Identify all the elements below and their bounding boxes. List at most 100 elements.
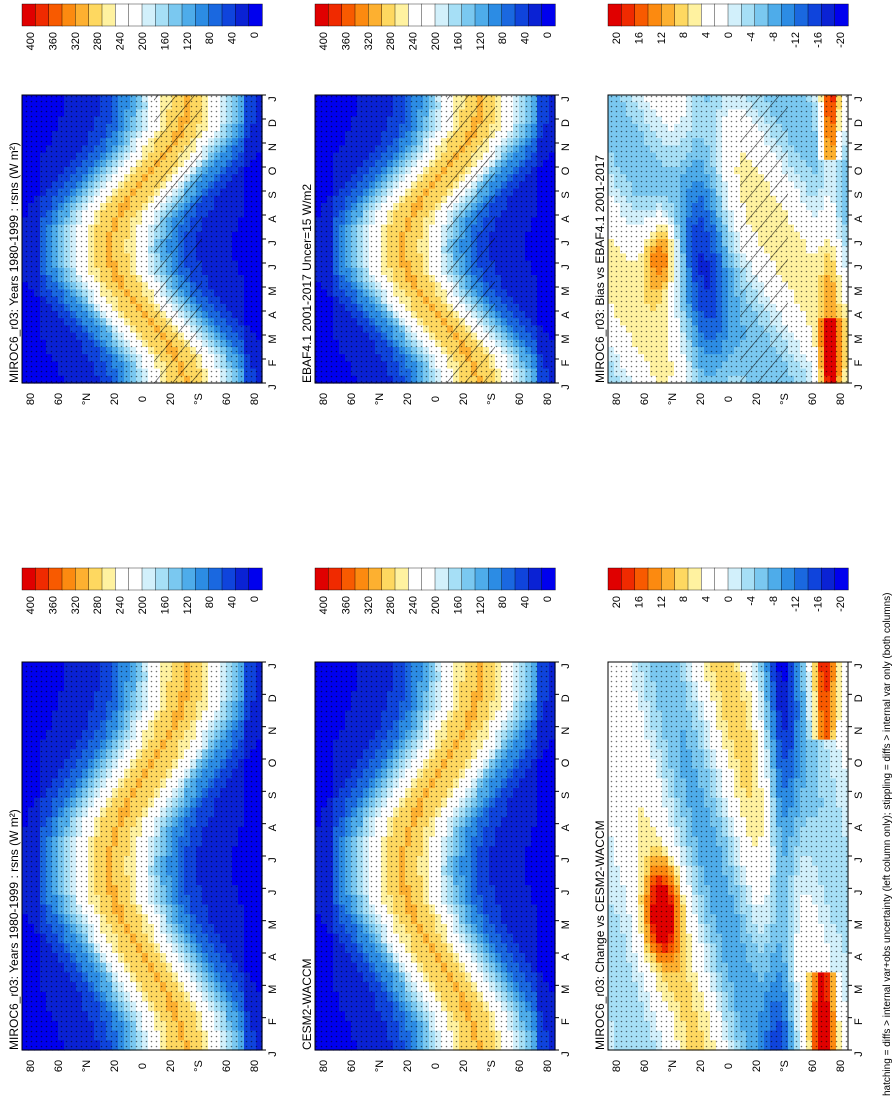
time-tick-label: J <box>267 1051 279 1057</box>
time-tick-label: S <box>560 191 572 198</box>
time-tick-label: J <box>267 890 279 896</box>
time-tick-label: D <box>267 119 279 127</box>
lat-tick-label: 80 <box>25 1060 37 1072</box>
time-tick-label: O <box>560 166 572 175</box>
stipple-overlay <box>315 95 555 383</box>
time-tick-label: F <box>267 359 279 366</box>
time-tick-label: N <box>267 727 279 735</box>
time-tick-label: J <box>560 96 572 102</box>
colorbar-swatch <box>75 3 90 27</box>
colorbar-swatch <box>421 3 436 27</box>
lat-tick-label: 80 <box>249 393 261 405</box>
colorbar-swatch <box>208 567 223 591</box>
time-tick-label: D <box>267 694 279 702</box>
time-tick-label: M <box>267 920 279 929</box>
colorbar-label: 240 <box>115 32 127 50</box>
colorbar-swatch <box>48 3 63 27</box>
time-tick-label: A <box>267 311 279 319</box>
panel-p2: MIROC6_r03: Years 1980-1999 : rsns (W m²… <box>7 567 279 1072</box>
colorbar-swatch <box>195 567 210 591</box>
colorbar-swatch <box>208 3 223 27</box>
panel-title: MIROC6_r03: Years 1980-1999 : rsns (W m²… <box>7 809 21 1050</box>
lat-tick-label: 80 <box>542 393 554 405</box>
lat-tick-label: 60 <box>514 393 526 405</box>
lat-tick-label: 0 <box>430 396 442 402</box>
time-tick-label: N <box>560 143 572 151</box>
time-tick-label: M <box>560 334 572 343</box>
colorbar-swatch <box>61 567 76 591</box>
colorbar-label: 360 <box>47 32 59 50</box>
time-tick-label: J <box>560 240 572 246</box>
colorbar-label: 200 <box>137 32 149 50</box>
lat-tick-label: 20 <box>109 393 121 405</box>
colorbar-swatch <box>235 3 250 27</box>
panels-layer: MIROC6_r03: Years 1980-1999 : rsns (W m²… <box>7 3 865 1072</box>
panel-p3: EBAF4.1 2001-2017 Uncer=15 W/m2JFMAMJJAS… <box>300 3 572 405</box>
colorbar-swatch <box>35 3 50 27</box>
lat-tick-label: 20 <box>402 393 414 405</box>
colorbar-label: 120 <box>182 596 194 614</box>
colorbar-swatch <box>128 3 143 27</box>
colorbar-swatch <box>221 567 236 591</box>
colorbar-swatch <box>221 3 236 27</box>
colorbar-swatch <box>115 3 130 27</box>
footer-caption: hatching = diffs > internal var+obs unce… <box>882 592 893 1096</box>
colorbar-swatch <box>181 3 196 27</box>
time-tick-label: J <box>560 384 572 390</box>
time-tick-label: M <box>560 286 572 295</box>
colorbar-label: 320 <box>70 32 82 50</box>
colorbar-swatch <box>88 3 103 27</box>
lat-tick-label: 60 <box>221 393 233 405</box>
colorbar-label: 0 <box>249 32 261 38</box>
colorbar-swatch <box>248 3 263 27</box>
colorbar-swatch <box>381 3 396 27</box>
colorbar-swatch <box>115 567 130 591</box>
colorbar-swatch <box>514 3 529 27</box>
time-tick-label: J <box>267 96 279 102</box>
lat-tick-label: °S <box>193 1060 205 1072</box>
time-tick-label: M <box>267 334 279 343</box>
colorbar-swatch <box>434 3 449 27</box>
colorbar-swatch <box>354 3 369 27</box>
lat-tick-label: 80 <box>25 393 37 405</box>
time-tick-label: A <box>560 311 572 319</box>
time-tick-label: A <box>560 215 572 223</box>
colorbar-swatch <box>368 3 383 27</box>
time-tick-label: S <box>267 191 279 198</box>
colorbar-label: 400 <box>318 32 330 50</box>
panel-title: EBAF4.1 2001-2017 Uncer=15 W/m2 <box>300 184 314 383</box>
hatch-overlay <box>447 95 495 383</box>
colorbar-label: 240 <box>115 596 127 614</box>
colorbar-swatch <box>248 567 263 591</box>
time-tick-label: D <box>560 119 572 127</box>
time-tick-label: M <box>267 286 279 295</box>
stipple-overlay <box>22 662 262 1050</box>
colorbar-label: 280 <box>92 32 104 50</box>
colorbar-swatch <box>48 567 63 591</box>
lat-tick-label: °N <box>81 1060 93 1072</box>
lat-tick-label: 80 <box>318 393 330 405</box>
time-tick-label: S <box>267 792 279 799</box>
lat-tick-label: °S <box>193 393 205 405</box>
colorbar-label: 280 <box>92 596 104 614</box>
colorbar-label: 320 <box>70 596 82 614</box>
panel-p1: MIROC6_r03: Years 1980-1999 : rsns (W m²… <box>7 3 279 405</box>
lat-tick-label: 60 <box>53 1060 65 1072</box>
lat-tick-label: 20 <box>458 393 470 405</box>
time-tick-label: J <box>267 663 279 669</box>
panel-title: MIROC6_r03: Years 1980-1999 : rsns (W m²… <box>7 142 21 383</box>
stipple-overlay <box>22 95 262 383</box>
colorbar-label: 0 <box>249 596 261 602</box>
colorbar-swatch <box>168 567 183 591</box>
lat-tick-label: 60 <box>221 1060 233 1072</box>
colorbar-swatch <box>21 3 36 27</box>
colorbar-swatch <box>394 3 409 27</box>
lat-tick-label: 60 <box>53 393 65 405</box>
colorbar-swatch <box>155 3 170 27</box>
colorbar-label: 120 <box>182 32 194 50</box>
time-tick-label: J <box>267 264 279 270</box>
colorbar-label: 400 <box>25 32 37 50</box>
colorbar-swatch <box>75 567 90 591</box>
lat-tick-label: 0 <box>137 1063 149 1069</box>
